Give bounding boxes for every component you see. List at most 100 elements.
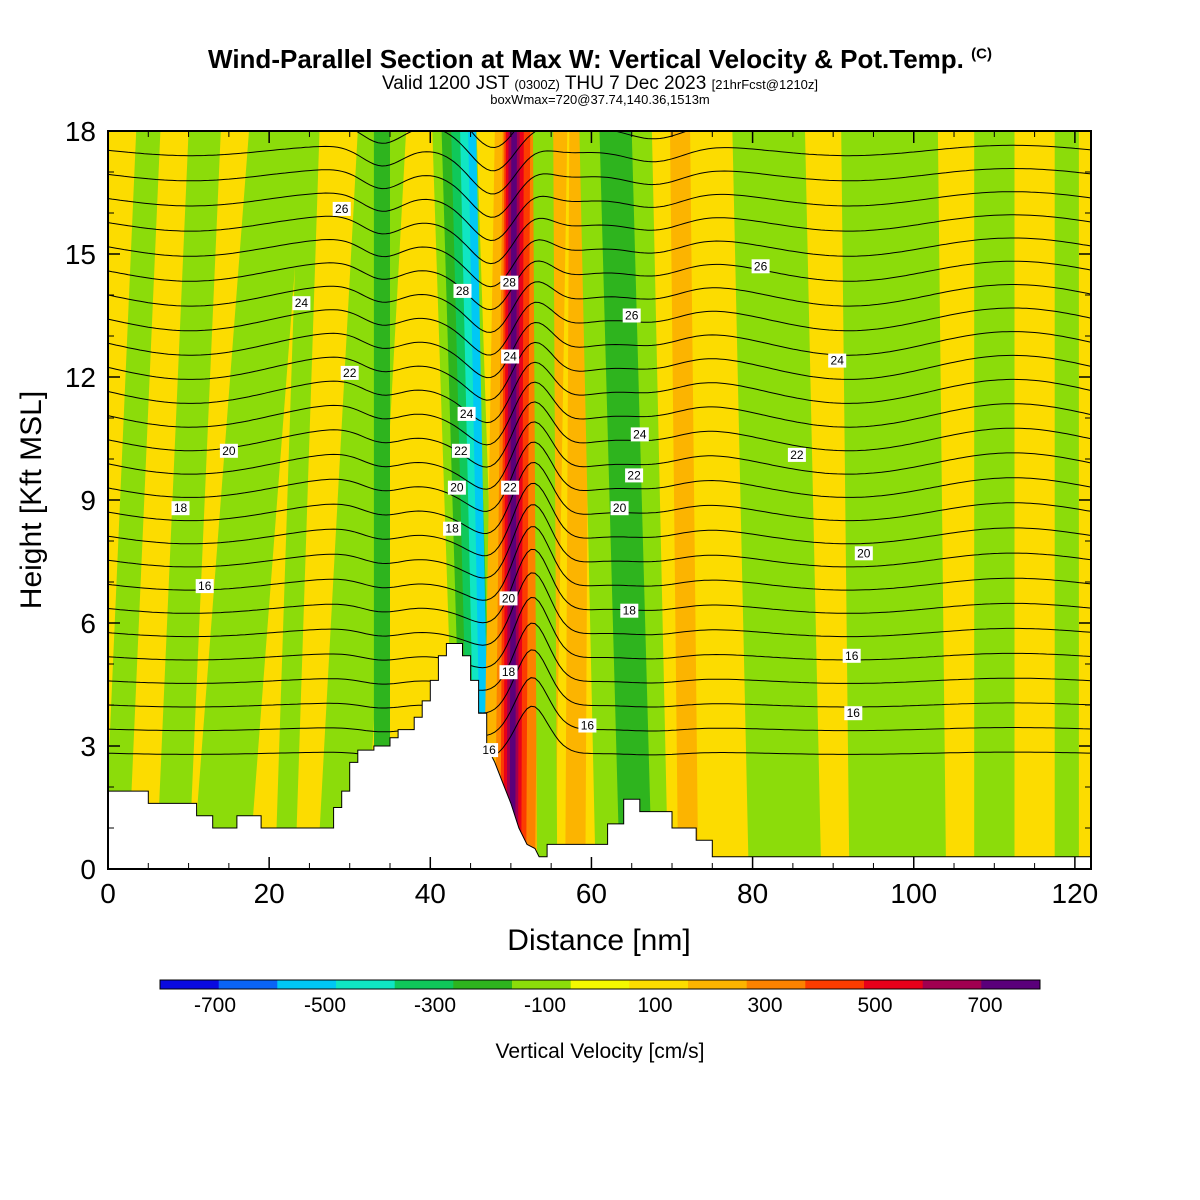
velocity-band <box>1054 131 1079 869</box>
contour-labels: 16 18 20 22 24 26 28 24 22 20 18 16 28 24 22 20 18 16 26 24… <box>171 201 873 758</box>
svg-text:22: 22 <box>343 366 357 380</box>
theta-isentrope <box>108 237 1091 288</box>
theta-isentrope <box>108 572 1091 646</box>
x-tick-label: 80 <box>737 878 768 909</box>
x-tick-label: 100 <box>890 878 937 909</box>
colorbar-swatch <box>336 980 396 989</box>
contour-label: 24 <box>828 353 847 368</box>
svg-text:24: 24 <box>295 296 309 310</box>
velocity-band <box>974 131 1015 869</box>
theta-isentrope <box>108 677 1091 737</box>
contour-label: 22 <box>451 443 470 458</box>
colorbar-swatch <box>277 980 337 989</box>
chart-title: Wind-Parallel Section at Max W: Vertical… <box>0 44 1200 75</box>
theta-isentrope <box>108 381 1091 446</box>
velocity-band <box>275 131 320 869</box>
contour-label: 16 <box>842 648 861 663</box>
colorbar-tick-label: -500 <box>304 994 346 1017</box>
contour-label: 18 <box>171 501 190 516</box>
box-info: boxWmax=720@37.74,140.36,1513m <box>490 92 710 107</box>
contour-label: 22 <box>501 480 520 495</box>
svg-text:22: 22 <box>627 468 641 482</box>
velocity-band <box>533 131 558 869</box>
velocity-field <box>108 131 1079 869</box>
theta-isentrope <box>108 504 1091 579</box>
title-mark: (C) <box>971 45 992 63</box>
colorbar-swatch <box>512 980 572 989</box>
valid-prefix: Valid 1200 JST <box>381 73 510 94</box>
x-tick-label: 120 <box>1052 878 1099 909</box>
theta-isentrope <box>108 526 1091 601</box>
colorbar-tick-label: -100 <box>524 994 566 1017</box>
theta-isentrope <box>108 622 1091 691</box>
colorbar-swatch <box>218 980 278 989</box>
svg-text:24: 24 <box>633 427 647 441</box>
theta-isentrope <box>108 461 1091 535</box>
colorbar-swatch <box>453 980 513 989</box>
contour-label: 16 <box>195 579 214 594</box>
velocity-band <box>108 131 161 869</box>
svg-text:16: 16 <box>845 649 859 663</box>
y-tick-label: 3 <box>80 731 96 762</box>
colorbar-swatch <box>688 980 748 989</box>
contour-label: 26 <box>622 308 641 323</box>
svg-text:26: 26 <box>335 202 349 216</box>
y-tick-label: 6 <box>80 608 96 639</box>
contour-label: 28 <box>500 275 519 290</box>
theta-isentrope <box>108 548 1091 624</box>
svg-text:20: 20 <box>502 591 516 605</box>
y-tick-label: 18 <box>65 116 96 147</box>
theta-isentrope <box>108 144 1091 195</box>
y-tick-label: 0 <box>80 854 96 885</box>
colorbar-swatch <box>981 980 1041 989</box>
theta-isentrope <box>108 301 1091 356</box>
svg-text:24: 24 <box>503 350 517 364</box>
chart-subtitle: Valid 1200 JST (0300Z) THU 7 Dec 2023 [2… <box>0 73 1200 95</box>
theta-isentrope <box>108 596 1091 669</box>
velocity-band <box>732 131 822 869</box>
forecast-tag: [21hrFcst@1210z] <box>711 77 819 92</box>
y-axis-label: Height [Kft MSL] <box>15 391 48 609</box>
velocity-band <box>599 131 652 869</box>
svg-text:16: 16 <box>482 743 496 757</box>
svg-text:20: 20 <box>857 546 871 560</box>
svg-text:18: 18 <box>174 501 188 515</box>
colorbar-title: Vertical Velocity [cm/s] <box>496 1040 705 1063</box>
colorbar-tick-label: 300 <box>747 994 782 1017</box>
velocity-band <box>468 131 490 869</box>
theta-isentrope <box>108 75 1091 124</box>
svg-text:18: 18 <box>445 522 459 536</box>
colorbar-frame <box>159 979 1041 990</box>
svg-text:24: 24 <box>831 354 845 368</box>
colorbar-swatch <box>864 980 924 989</box>
svg-text:20: 20 <box>613 501 627 515</box>
colorbar-swatch <box>570 980 630 989</box>
contour-label: 20 <box>447 480 466 495</box>
contour-label: 24 <box>457 406 476 421</box>
theta-contours <box>108 75 1091 760</box>
theta-isentrope <box>108 191 1091 242</box>
colorbar-tick-label: -300 <box>414 994 456 1017</box>
y-tick-label: 15 <box>65 239 96 270</box>
contour-label: 16 <box>578 718 597 733</box>
valid-utc: (0300Z) <box>514 77 560 92</box>
plot-area: 16 18 20 22 24 26 28 24 22 20 18 16 28 24 22 20 18 16 26 24… <box>108 75 1091 869</box>
x-tick-label: 40 <box>415 878 446 909</box>
contour-label: 20 <box>499 591 518 606</box>
x-tick-label: 60 <box>576 878 607 909</box>
svg-text:22: 22 <box>503 481 517 495</box>
svg-text:16: 16 <box>581 719 595 733</box>
contour-label: 22 <box>787 447 806 462</box>
svg-text:26: 26 <box>625 309 639 323</box>
velocity-band <box>156 131 221 869</box>
contour-label: 18 <box>620 603 639 618</box>
contour-label: 16 <box>844 706 863 721</box>
contour-label: 20 <box>610 501 629 516</box>
svg-text:18: 18 <box>502 665 516 679</box>
contour-label: 20 <box>854 546 873 561</box>
contour-label: 20 <box>219 443 238 458</box>
colorbar-tick-label: -700 <box>194 994 236 1017</box>
svg-text:20: 20 <box>222 444 236 458</box>
valid-date: THU 7 Dec 2023 <box>564 73 707 94</box>
svg-text:22: 22 <box>454 444 468 458</box>
